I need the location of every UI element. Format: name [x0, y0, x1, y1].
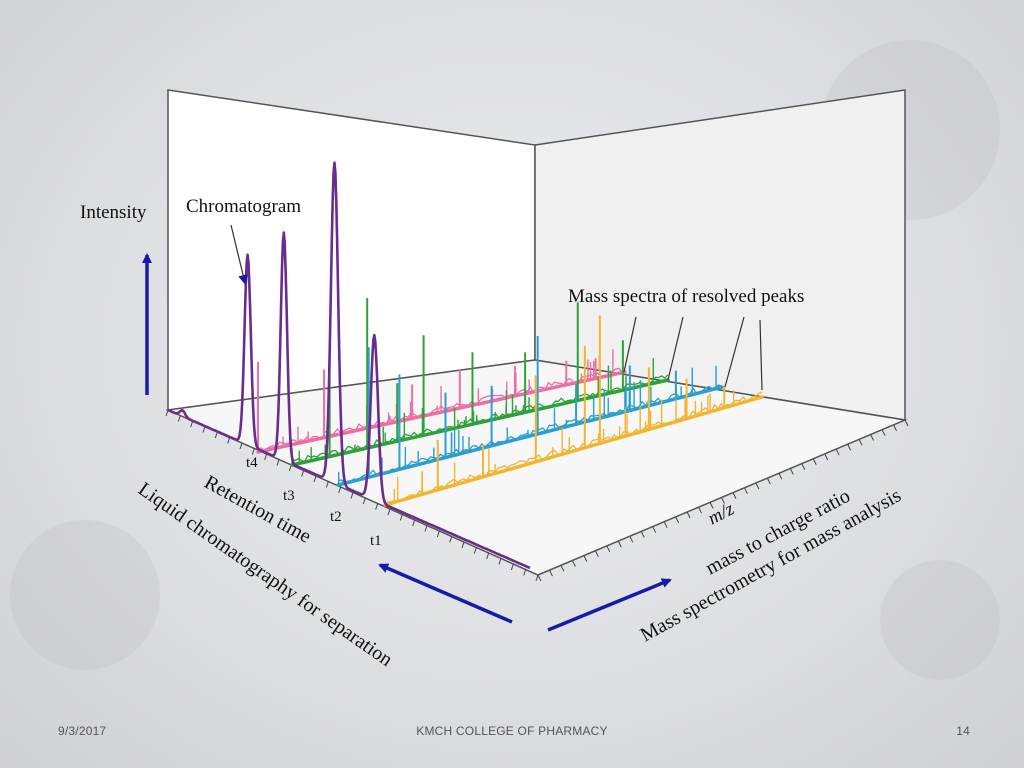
- mass-spectra-traces: [256, 298, 764, 507]
- time-tick-label: t4: [246, 455, 258, 471]
- background-decoration: [10, 520, 160, 670]
- retention-time-axis: [165, 409, 539, 582]
- footer-page-number: 14: [956, 724, 970, 738]
- time-tick-label: t3: [283, 488, 295, 504]
- mass-spectra-pointers: [623, 316, 763, 391]
- mass-spectrum: [336, 336, 724, 487]
- ms-direction-arrow: [547, 578, 672, 632]
- intensity-label: Intensity: [80, 202, 147, 223]
- time-tick-label: t1: [370, 533, 382, 549]
- chromatogram-pointer: [230, 224, 248, 285]
- footer-institution: KMCH COLLEGE OF PHARMACY: [416, 724, 608, 738]
- background-decoration: [880, 560, 1000, 680]
- lc-direction-arrow: [378, 563, 513, 624]
- chromatogram-label: Chromatogram: [186, 196, 301, 217]
- mass-spectra-label: Mass spectra of resolved peaks: [568, 286, 804, 307]
- time-tick-label: t2: [330, 509, 342, 525]
- footer-date: 9/3/2017: [58, 724, 107, 738]
- mz-axis: [537, 419, 909, 582]
- chromatogram-trace: [167, 161, 531, 570]
- mass-spectrum: [383, 315, 764, 507]
- mass-spectrum: [290, 298, 670, 467]
- back-left-wall: [167, 89, 536, 411]
